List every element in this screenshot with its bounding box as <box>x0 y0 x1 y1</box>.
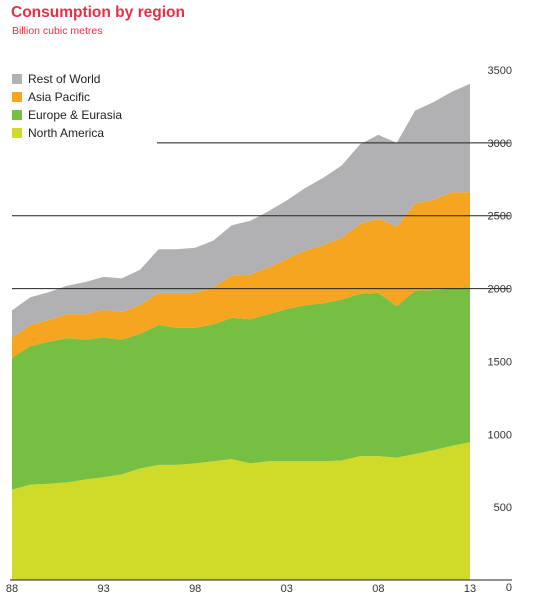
chart-subtitle: Billion cubic metres <box>12 25 103 37</box>
legend-swatch-rest-of-world <box>12 74 22 84</box>
x-tick-label: 08 <box>372 583 384 595</box>
legend-label-rest-of-world: Rest of World <box>28 72 101 86</box>
x-tick-label: 93 <box>97 583 109 595</box>
y-tick-label: 2000 <box>488 284 512 296</box>
x-tick-label: 03 <box>281 583 293 595</box>
legend-swatch-europe-eurasia <box>12 110 22 120</box>
y-tick-label: 0 <box>506 582 512 594</box>
legend-label-asia-pacific: Asia Pacific <box>28 90 91 104</box>
y-tick-label: 1000 <box>488 429 512 441</box>
area-europe-eurasia <box>12 287 470 490</box>
area-north-america <box>12 442 470 580</box>
y-tick-label: 1500 <box>488 356 512 368</box>
y-tick-label: 3500 <box>488 65 512 77</box>
y-tick-label: 500 <box>494 502 512 514</box>
legend-item-europe-eurasia: Europe & Eurasia <box>12 106 122 124</box>
y-tick-label: 2500 <box>488 211 512 223</box>
legend-item-asia-pacific: Asia Pacific <box>12 88 122 106</box>
legend-swatch-asia-pacific <box>12 92 22 102</box>
area-rest-of-world <box>12 83 470 338</box>
x-tick-label: 88 <box>6 583 18 595</box>
chart-legend: Rest of World Asia Pacific Europe & Eura… <box>12 70 122 142</box>
legend-item-north-america: North America <box>12 124 122 142</box>
x-tick-label: 13 <box>464 583 476 595</box>
area-asia-pacific <box>12 192 470 358</box>
legend-label-north-america: North America <box>28 126 105 140</box>
legend-item-rest-of-world: Rest of World <box>12 70 122 88</box>
x-tick-label: 98 <box>189 583 201 595</box>
chart-title: Consumption by region <box>11 4 185 21</box>
y-tick-label: 3000 <box>488 138 512 150</box>
legend-label-europe-eurasia: Europe & Eurasia <box>28 108 123 122</box>
legend-swatch-north-america <box>12 128 22 138</box>
